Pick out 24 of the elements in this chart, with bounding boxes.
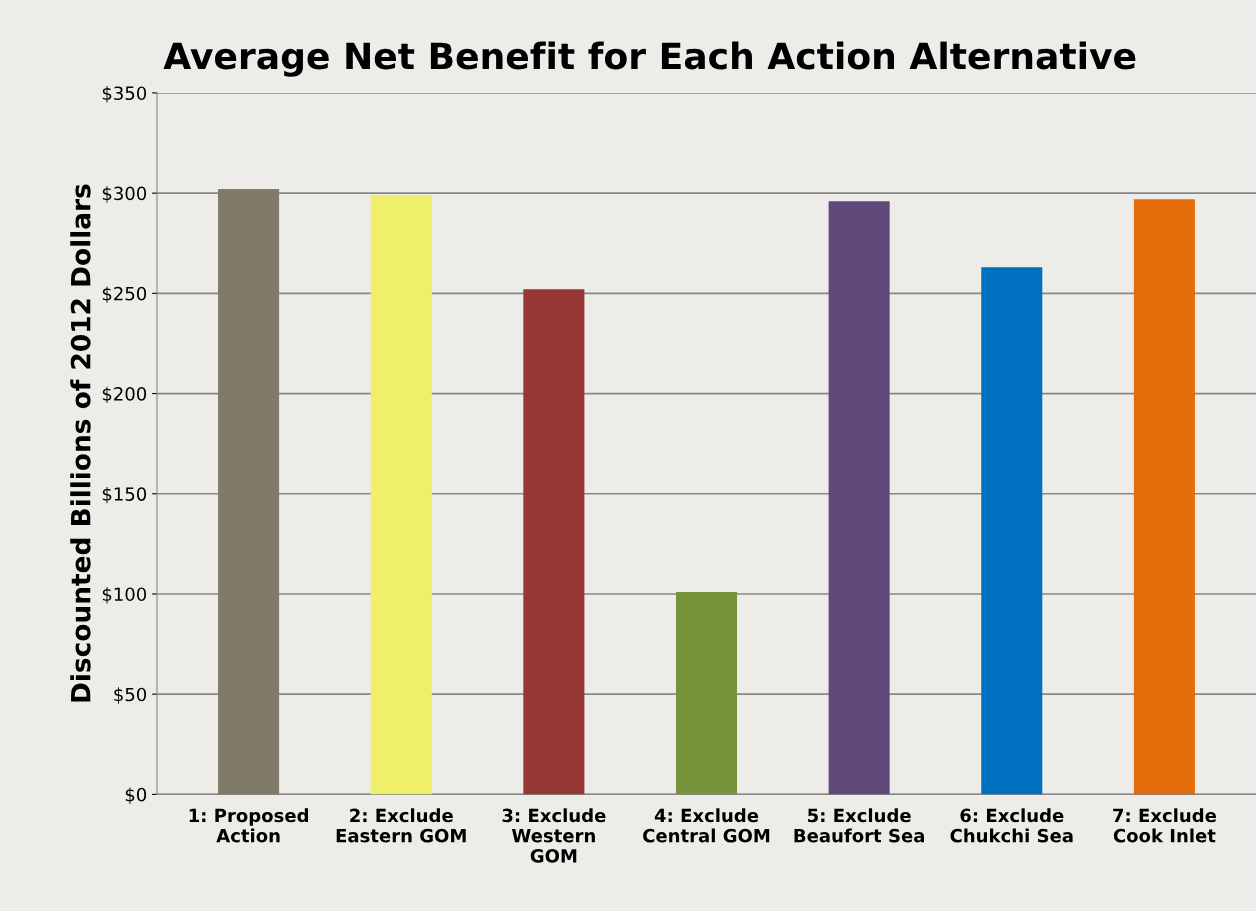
x-tick-label: 6: Exclude Chukchi Sea bbox=[950, 808, 1073, 843]
bar bbox=[523, 289, 585, 795]
y-tick-label: $250 bbox=[102, 286, 147, 303]
x-tick-label: 5: Exclude Beaufort Sea bbox=[794, 808, 924, 843]
bar bbox=[370, 195, 432, 795]
y-tick-label: $0 bbox=[125, 787, 147, 804]
x-tick-label: 1: Proposed Action bbox=[189, 808, 308, 843]
bar bbox=[828, 201, 890, 795]
x-tick-label: 2: Exclude Eastern GOM bbox=[336, 808, 466, 843]
y-tick-label: $50 bbox=[114, 687, 147, 704]
y-tick-label: $350 bbox=[102, 86, 147, 103]
bar bbox=[218, 189, 280, 795]
y-axis-title: Discounted Billions of 2012 Dollars bbox=[70, 184, 91, 702]
y-tick-label: $150 bbox=[102, 486, 147, 504]
x-tick-label: 7: Exclude Cook Inlet bbox=[1113, 808, 1217, 843]
x-tick-label: 3: Exclude Western GOM bbox=[502, 808, 606, 863]
y-tick-label: $200 bbox=[102, 386, 147, 404]
bar bbox=[1133, 199, 1195, 795]
bar bbox=[981, 267, 1043, 795]
y-tick-label: $100 bbox=[102, 587, 147, 604]
bar bbox=[675, 591, 738, 795]
x-tick-label: 4: Exclude Central GOM bbox=[643, 808, 770, 843]
chart-title: Average Net Benefit for Each Action Alternative bbox=[163, 41, 1136, 77]
y-tick-label: $300 bbox=[102, 186, 147, 203]
